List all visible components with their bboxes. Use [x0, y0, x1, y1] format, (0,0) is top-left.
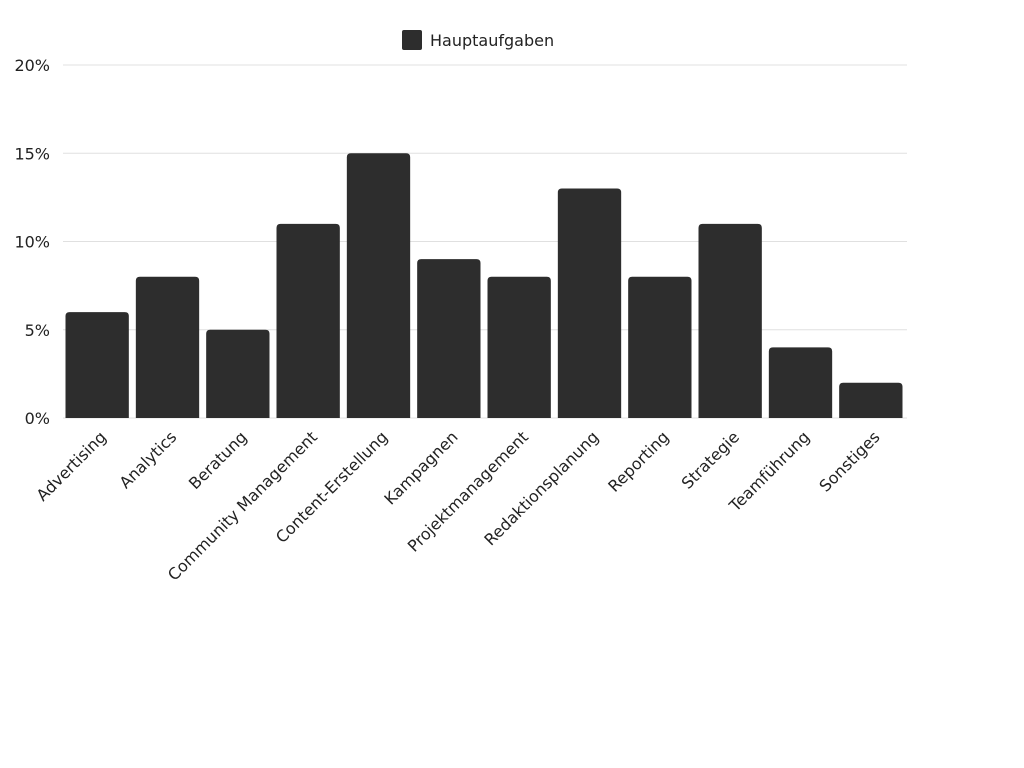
y-tick-label: 15% [14, 144, 50, 163]
legend-swatch [402, 30, 422, 50]
bar-community-management[interactable] [276, 223, 340, 418]
legend[interactable]: Hauptaufgaben [402, 30, 554, 50]
y-axis-tick-labels: 0% 5% 10% 15% 20% [14, 56, 50, 428]
bar-analytics[interactable] [135, 276, 200, 418]
bar-sonstiges[interactable] [839, 382, 903, 418]
bar-strategie[interactable] [698, 223, 762, 418]
x-category-label: Beratung [185, 427, 251, 493]
bar-kampagnen[interactable] [417, 259, 481, 418]
legend-label: Hauptaufgaben [430, 31, 554, 50]
bars [65, 153, 903, 418]
bar-projektmanagement[interactable] [487, 276, 551, 418]
x-category-label: Analytics [116, 427, 181, 492]
y-tick-label: 10% [14, 233, 50, 252]
x-category-label: Advertising [33, 427, 110, 504]
y-tick-label: 20% [14, 56, 50, 75]
bar-content-erstellung[interactable] [346, 153, 411, 418]
y-tick-label: 5% [25, 321, 50, 340]
gridlines [63, 64, 907, 419]
bar-advertising[interactable] [65, 312, 129, 418]
x-category-label: Strategie [678, 427, 743, 492]
bar-redaktionsplanung[interactable] [557, 188, 622, 418]
x-category-label: Redaktionsplanung [480, 427, 602, 549]
y-tick-label: 0% [25, 409, 50, 428]
bar-reporting[interactable] [628, 276, 692, 418]
x-category-label: Projektmanagement [404, 427, 532, 555]
bar-teamführung[interactable] [768, 347, 833, 418]
x-category-label: Sonstiges [815, 427, 883, 495]
x-category-label: Reporting [604, 427, 672, 495]
bar-beratung[interactable] [206, 329, 270, 418]
x-category-label: Community Management [164, 427, 321, 584]
